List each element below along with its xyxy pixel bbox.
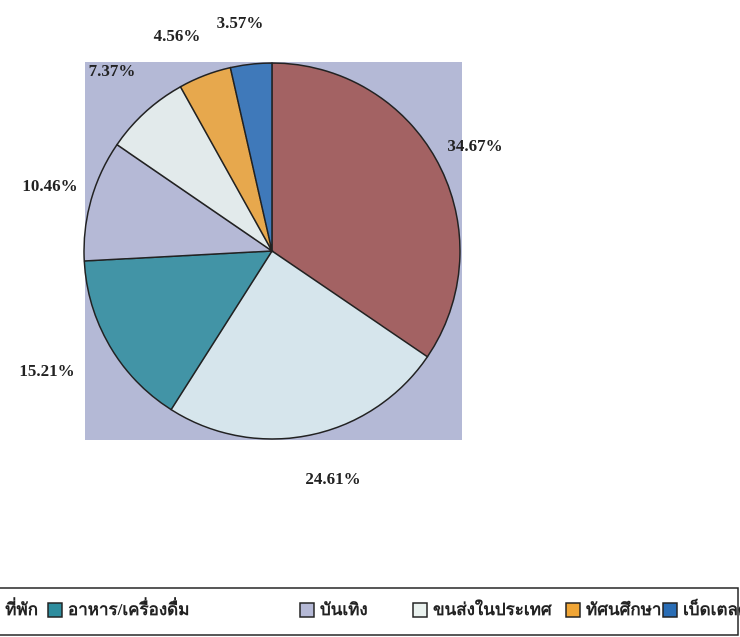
legend-label: ทัศนศึกษา xyxy=(586,600,661,619)
data-label: 24.61% xyxy=(305,469,360,488)
data-label: 4.56% xyxy=(154,26,201,45)
data-label: 15.21% xyxy=(19,361,74,380)
legend-label: เบ็ดเตลด xyxy=(683,597,740,619)
legend-label: ที่พัก xyxy=(5,597,38,619)
legend-swatch xyxy=(663,603,677,617)
legend-swatch xyxy=(300,603,314,617)
legend-label: บันเทิง xyxy=(320,600,368,619)
legend-swatch xyxy=(566,603,580,617)
legend-swatch xyxy=(413,603,427,617)
data-label: 10.46% xyxy=(22,176,77,195)
chart: 34.67% 24.61% 15.21% 10.46% 7.37% 4.56% 3.57% ท… xyxy=(0,0,740,637)
data-label: 34.67% xyxy=(447,136,502,155)
data-label: 3.57% xyxy=(217,13,264,32)
data-label: 7.37% xyxy=(89,61,136,80)
legend-label: ขนส่งในประเทศ xyxy=(433,599,553,619)
legend-swatch xyxy=(48,603,62,617)
legend-label: อาหาร/เครื่องดื่ม xyxy=(68,597,189,619)
